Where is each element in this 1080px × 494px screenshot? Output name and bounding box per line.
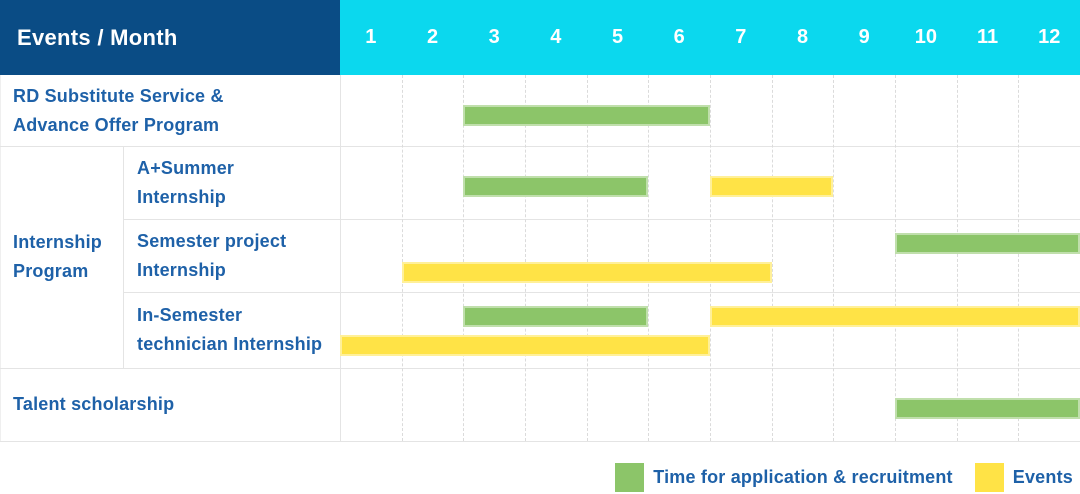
bar-recruitment-row4 [463,306,649,327]
month-label-9: 9 [858,26,870,48]
row-label-line: technician Internship [137,334,323,354]
month-gridline [586,75,588,441]
bar-recruitment-row5 [895,398,1080,419]
bar-recruitment-row2 [463,176,649,197]
month-gridline [833,75,835,441]
month-label-2: 2 [426,26,439,48]
month-label-8: 8 [796,26,809,48]
month-gridline [895,75,896,441]
recruitment-swatch-icon [615,462,645,492]
month-gridline [401,75,403,441]
month-label-7: 7 [735,26,747,48]
bar-event-row4 [340,335,710,356]
row-label-line: Talent scholarship [13,394,175,414]
month-label-6: 6 [673,26,685,48]
month-gridline [1018,75,1020,441]
month-gridline [771,75,773,441]
row-border [0,146,1080,147]
month-header: 1 2 3 4 5 6 7 8 9 10 11 12 [340,0,1080,75]
bar-event-row4 [710,306,1080,327]
bar-event-row3 [401,262,772,283]
row-border [123,219,1080,220]
bar-event-row2 [710,176,834,197]
month-label-4: 4 [550,26,562,48]
month-gridline [956,75,958,441]
row-label-line: Internship [137,186,227,207]
table-bottom-border [0,441,1080,442]
row-label-line: RD Substitute Service & [13,85,224,106]
event-swatch-icon [974,462,1004,492]
table-left-border [0,75,1,441]
group-label-line: Program [13,261,89,281]
legend-item-recruitment: Time for application & recruitment [615,462,953,492]
legend-label-events: Events [1012,466,1073,487]
row-label-in-semester-technician-internship: In-Semester technician Internship [123,292,340,368]
month-gridline [463,75,465,441]
group-subcolumn-divider [123,146,124,368]
month-label-3: 3 [488,26,500,48]
legend-item-events: Events [974,462,1073,492]
row-label-semester-project-internship: Semester project Internship [123,219,340,292]
legend-label-recruitment: Time for application & recruitment [653,466,953,487]
row-border [123,292,1080,293]
page-title: Events / Month [17,24,178,50]
header-title-cell: Events / Month [0,0,340,75]
row-label-line: In-Semester [137,305,243,325]
month-label-5: 5 [611,26,624,48]
row-border [0,368,1080,369]
month-label-11: 11 [976,26,999,48]
month-label-12: 12 [1038,26,1061,48]
label-chart-divider [340,75,341,441]
row-label-line: Advance Offer Program [13,114,220,135]
row-label-line: A+Summer [137,157,235,178]
group-label-internship-program: Internship Program [0,146,123,368]
month-gridline [648,75,650,441]
bar-recruitment-row3 [895,233,1080,254]
legend: Time for application & recruitment Event… [615,461,1073,493]
month-label-1: 1 [365,26,377,48]
row-label-line: Internship [137,259,227,280]
group-label-line: Internship [13,232,103,252]
month-gridline [710,75,711,441]
row-label-line: Semester project [137,230,287,251]
row-label-rd-substitute: RD Substitute Service & Advance Offer Pr… [0,75,340,146]
month-gridline [525,75,526,441]
row-label-talent-scholarship: Talent scholarship [0,368,340,441]
bar-recruitment-row1 [463,105,710,126]
month-label-10: 10 [914,26,937,48]
row-label-a-summer-internship: A+Summer Internship [123,146,340,219]
